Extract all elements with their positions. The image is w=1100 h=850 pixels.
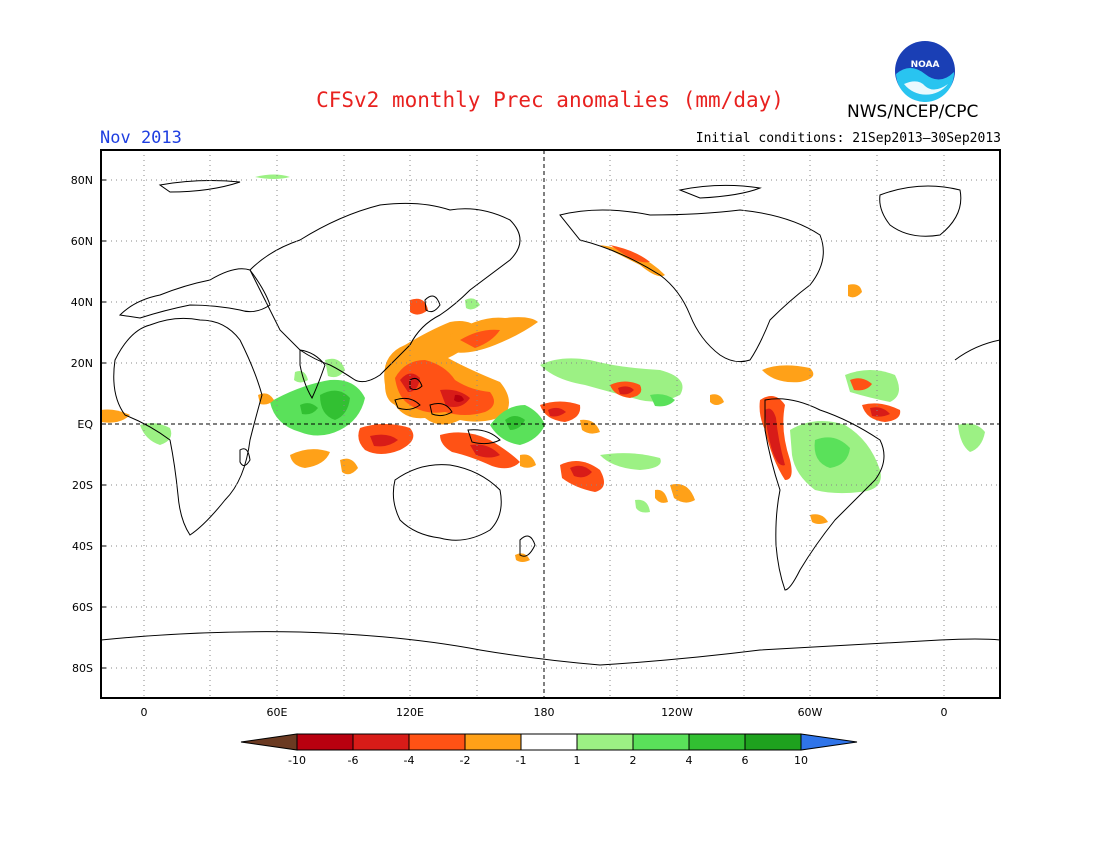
lat-label: 20S xyxy=(72,479,93,492)
svg-text:NOAA: NOAA xyxy=(911,60,940,70)
colorbar-segment xyxy=(408,733,466,751)
colorbar-label: -1 xyxy=(516,754,527,767)
lat-label: 40S xyxy=(72,540,93,553)
lon-label: 120W xyxy=(661,706,693,719)
lat-label: EQ xyxy=(77,418,93,431)
colorbar-segment xyxy=(520,733,578,751)
colorbar-label: -2 xyxy=(460,754,471,767)
colorbar: -10 -6 -4 -2 -1 1 2 4 6 10 xyxy=(240,733,858,767)
initial-conditions-label: Initial conditions: 21Sep2013–30Sep2013 xyxy=(695,131,1001,146)
coastlines xyxy=(101,180,1000,666)
lat-label: 60N xyxy=(71,235,93,248)
lon-label: 0 xyxy=(941,706,948,719)
colorbar-segment xyxy=(240,733,298,751)
colorbar-label: 4 xyxy=(686,754,693,767)
colorbar-label: -10 xyxy=(288,754,306,767)
lon-label: 60W xyxy=(798,706,823,719)
colorbar-segment xyxy=(744,733,802,751)
colorbar-segment xyxy=(576,733,634,751)
colorbar-segment xyxy=(296,733,354,751)
lat-label: 20N xyxy=(71,357,93,370)
lat-label: 40N xyxy=(71,296,93,309)
lat-label: 60S xyxy=(72,601,93,614)
lon-label: 120E xyxy=(396,706,424,719)
lon-axis: 0 60E 120E 180 120W 60W 0 xyxy=(141,706,948,719)
colorbar-segment xyxy=(688,733,746,751)
lon-label: 180 xyxy=(534,706,555,719)
lat-axis: 80N 60N 40N 20N EQ 20S 40S 60S 80S xyxy=(71,174,106,675)
colorbar-segment xyxy=(800,733,858,751)
lon-label: 60E xyxy=(267,706,288,719)
map-title: CFSv2 monthly Prec anomalies (mm/day) xyxy=(316,88,784,112)
valid-month-label: Nov 2013 xyxy=(100,128,182,148)
organization-label: NWS/NCEP/CPC xyxy=(847,102,979,122)
lat-label: 80N xyxy=(71,174,93,187)
lat-label: 80S xyxy=(72,662,93,675)
colorbar-label: 10 xyxy=(794,754,808,767)
noaa-logo-icon: NOAA xyxy=(895,41,955,102)
colorbar-label: -6 xyxy=(348,754,359,767)
colorbar-label: -4 xyxy=(404,754,415,767)
colorbar-segment xyxy=(352,733,410,751)
lon-label: 0 xyxy=(141,706,148,719)
colorbar-label: 2 xyxy=(630,754,637,767)
colorbar-segment xyxy=(464,733,522,751)
colorbar-label: 6 xyxy=(742,754,749,767)
colorbar-segment xyxy=(632,733,690,751)
anomaly-patches xyxy=(101,174,985,562)
colorbar-label: 1 xyxy=(574,754,581,767)
